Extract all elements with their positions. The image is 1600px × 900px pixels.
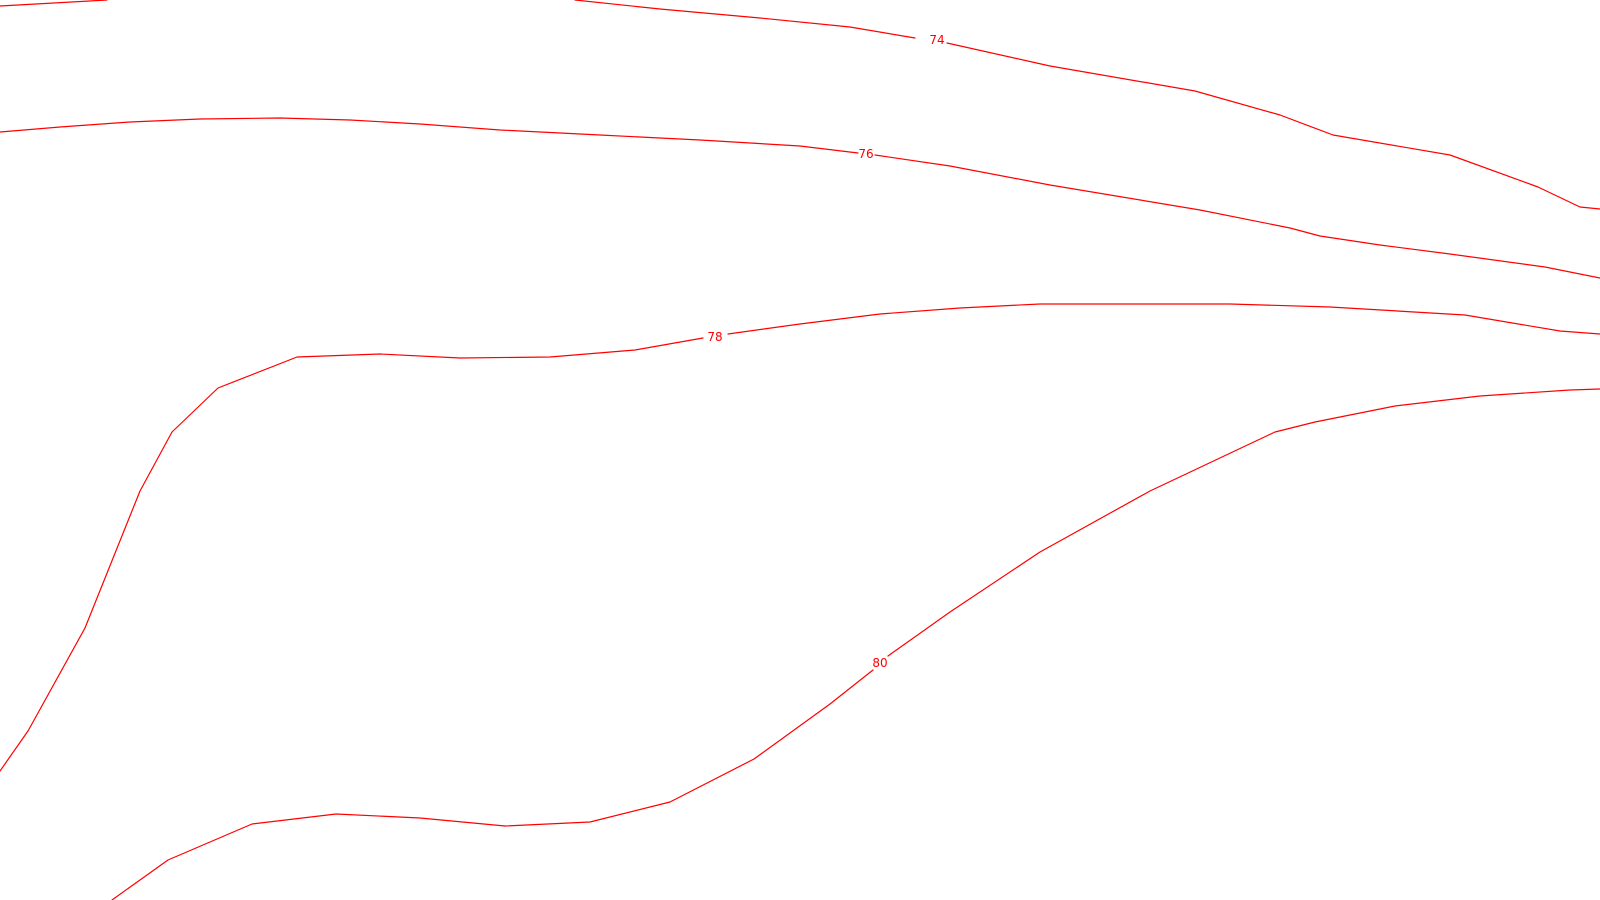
contour-line-fragment	[0, 0, 108, 7]
contour-line-80	[111, 669, 874, 900]
contour-fragment-top-left	[0, 0, 108, 7]
contour-label-76: 76	[858, 147, 873, 161]
contour-80: 80	[111, 388, 1600, 900]
contour-line-78	[727, 303, 1600, 335]
contour-line-78	[0, 337, 704, 772]
contour-line-76	[0, 117, 859, 154]
contour-label-74: 74	[929, 33, 944, 47]
contour-line-76	[874, 154, 1600, 279]
contour-label-80: 80	[872, 656, 887, 670]
contour-label-78: 78	[707, 330, 722, 344]
contour-78: 78	[0, 303, 1600, 772]
contour-74: 74	[574, 0, 1600, 210]
contour-76: 76	[0, 117, 1600, 279]
contour-line-74	[574, 0, 916, 39]
contour-line-74	[946, 42, 1600, 210]
contour-line-80	[887, 388, 1600, 657]
